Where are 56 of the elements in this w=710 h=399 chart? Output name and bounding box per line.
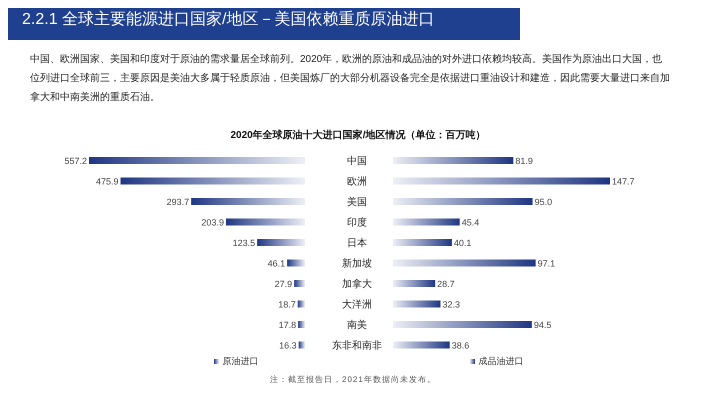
data-label: 97.1 bbox=[538, 258, 556, 268]
bar bbox=[89, 157, 305, 164]
text: 2020年全球原油十大进口国家/地区情况（单位：百万吨） bbox=[229, 128, 487, 142]
data-label: 28.7 bbox=[437, 279, 455, 289]
bar bbox=[226, 218, 305, 226]
bar bbox=[393, 178, 610, 184]
legend-label: 成品油进口 bbox=[478, 356, 524, 366]
bar bbox=[393, 260, 536, 266]
bar bbox=[257, 239, 305, 246]
bar bbox=[298, 342, 305, 348]
data-label: 203.9 bbox=[201, 218, 224, 228]
data-label: 95.0 bbox=[534, 197, 552, 207]
y-tick-label: 新加坡 bbox=[342, 257, 372, 270]
data-label: 475.9 bbox=[96, 176, 119, 186]
y-tick-label: 大洋洲 bbox=[342, 298, 372, 310]
data-label: 27.9 bbox=[274, 279, 292, 289]
data-label: 16.3 bbox=[279, 340, 297, 350]
text: 2.2.1 全球主要能源进口国家/地区－美国依赖重质原油进口 bbox=[21, 10, 436, 30]
bar bbox=[298, 300, 305, 308]
data-label: 38.6 bbox=[452, 340, 470, 350]
text: 中国、欧洲国家、美国和印度对于原油的需求量居全球前列。2020年，欧洲的原油和成品油的对外进口依赖均较高。美国作为原油出口大国，也位列进口全球前三，主要原因是美油大多属于轻质原油，但美国炼厂的大部分机器设备完全是依据进口重油设计和建造，因此需要大量进口来自加拿大和中南美洲的重质石油。 bbox=[30, 52, 670, 105]
bar bbox=[191, 198, 305, 205]
y-tick-label: 日本 bbox=[347, 236, 367, 249]
data-label: 94.5 bbox=[534, 320, 552, 330]
bar bbox=[120, 178, 305, 184]
text: 注：截至报告日，2021年数据尚未发布。 bbox=[270, 374, 436, 385]
legend-label: 原油进口 bbox=[222, 356, 258, 366]
data-label: 147.7 bbox=[612, 176, 635, 186]
y-tick-label: 南美 bbox=[347, 318, 367, 331]
data-label: 18.7 bbox=[278, 300, 296, 310]
data-label: 293.7 bbox=[166, 197, 190, 207]
bar bbox=[393, 321, 532, 328]
bar bbox=[393, 342, 450, 348]
y-tick-label: 欧洲 bbox=[347, 175, 367, 188]
y-tick-label: 东非和南非 bbox=[332, 339, 382, 352]
bar bbox=[287, 260, 305, 266]
bar bbox=[393, 300, 440, 308]
bar bbox=[393, 218, 460, 226]
data-label: 81.9 bbox=[515, 156, 533, 166]
data-label: 123.5 bbox=[232, 238, 256, 248]
data-label: 46.1 bbox=[268, 258, 286, 268]
bar bbox=[393, 239, 452, 246]
bar bbox=[294, 280, 305, 287]
data-label: 40.1 bbox=[454, 238, 472, 248]
y-tick-label: 中国 bbox=[347, 154, 367, 167]
bar bbox=[393, 198, 533, 205]
data-label: 32.3 bbox=[442, 300, 460, 310]
data-label: 45.4 bbox=[462, 218, 480, 228]
bar bbox=[393, 280, 436, 287]
y-tick-label: 加拿大 bbox=[342, 278, 372, 290]
y-tick-label: 印度 bbox=[347, 216, 367, 228]
y-tick-label: 美国 bbox=[347, 196, 367, 208]
bar bbox=[393, 157, 514, 164]
data-label: 557.2 bbox=[64, 156, 87, 166]
bar bbox=[298, 321, 305, 328]
data-label: 17.8 bbox=[278, 320, 296, 330]
